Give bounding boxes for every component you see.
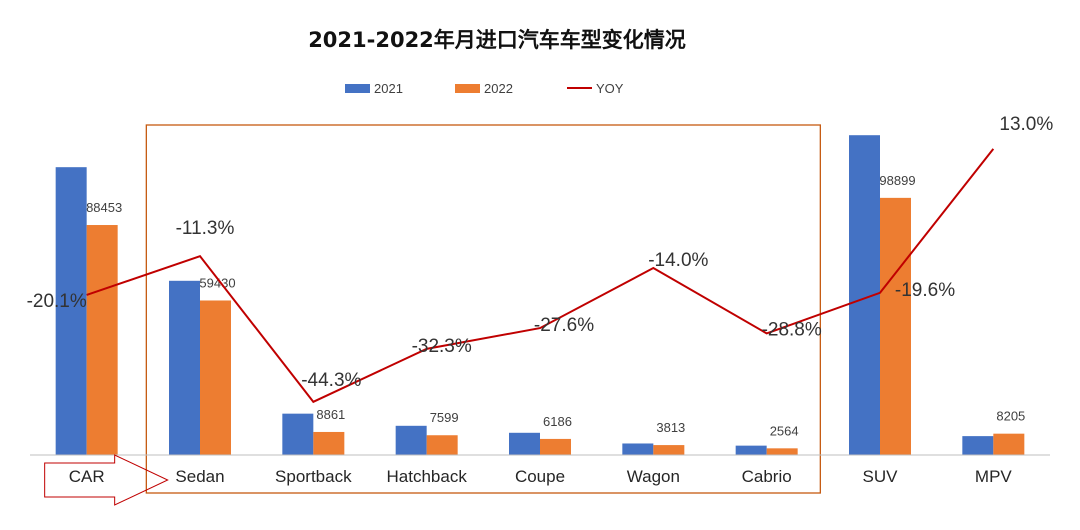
legend-label-2022: 2022 <box>484 81 513 96</box>
bar-2021-sedan <box>169 280 200 455</box>
bar-2021-mpv <box>962 436 994 455</box>
bar-2022-coupe <box>540 438 571 455</box>
bar-2021-wagon <box>622 443 654 455</box>
yoy-label-wagon: -14.0% <box>648 250 708 271</box>
yoy-label-hatchback: -32.3% <box>412 336 472 357</box>
yoy-line-layer: -20.1% -11.3% -44.3% -32.3% -27.6% -14.0% -28.… <box>27 114 1053 404</box>
category-label-coupe: Coupe <box>515 467 565 486</box>
bar-2021-hatchback <box>395 425 427 455</box>
category-label-cabrio: Cabrio <box>742 467 792 486</box>
bar-2022-car <box>86 225 118 455</box>
category-label-wagon: Wagon <box>627 467 680 486</box>
yoy-label-cabrio: -28.8% <box>762 319 822 340</box>
category-label-mpv: MPV <box>975 467 1013 486</box>
chart-title: 2021-2022年月进口汽车车型变化情况 <box>308 28 686 52</box>
bar-2021-sportback <box>282 413 314 455</box>
category-label-suv: SUV <box>863 467 899 486</box>
yoy-label-car: -20.1% <box>27 291 87 312</box>
callout-arrow <box>44 454 169 506</box>
legend-swatch-2021 <box>345 84 370 93</box>
category-labels: CAR Sedan Sportback Hatchback Coupe Wagon Cabr… <box>69 467 1013 486</box>
value-label-2022-coupe: 6186 <box>543 414 572 429</box>
category-label-hatchback: Hatchback <box>387 467 468 486</box>
value-labels: 88453 59430 8861 7599 6186 3813 2564 98899 8205 <box>86 173 1025 438</box>
value-label-2022-suv: 98899 <box>879 173 915 188</box>
bar-2021-car <box>55 167 87 455</box>
legend: 2021 2022 YOY <box>345 81 624 96</box>
legend-label-2021: 2021 <box>374 81 403 96</box>
bar-2022-hatchback <box>426 435 458 455</box>
yoy-label-coupe: -27.6% <box>534 315 594 336</box>
car-callout-arrow <box>44 454 169 506</box>
yoy-label-suv: -19.6% <box>895 280 955 301</box>
bar-2022-sportback <box>313 431 345 455</box>
value-label-2022-sedan: 59430 <box>199 275 235 290</box>
yoy-label-mpv: 13.0% <box>999 114 1053 135</box>
bars-layer <box>55 135 1025 455</box>
value-label-2022-car: 88453 <box>86 200 122 215</box>
value-label-2022-wagon: 3813 <box>656 420 685 435</box>
value-label-2022-mpv: 8205 <box>996 409 1025 424</box>
bar-2022-suv <box>880 197 911 455</box>
bar-2022-mpv <box>993 433 1025 455</box>
bar-2022-sedan <box>200 300 231 455</box>
legend-label-yoy: YOY <box>596 81 624 96</box>
legend-swatch-2022 <box>455 84 480 93</box>
bar-2021-cabrio <box>735 445 767 455</box>
yoy-label-sportback: -44.3% <box>301 370 361 391</box>
value-label-2022-cabrio: 2564 <box>770 423 799 438</box>
bar-2022-cabrio <box>766 448 798 455</box>
yoy-label-sedan: -11.3% <box>176 218 235 239</box>
category-label-car: CAR <box>69 467 105 486</box>
category-label-sportback: Sportback <box>275 467 352 486</box>
bar-2022-wagon <box>653 445 685 455</box>
category-label-sedan: Sedan <box>175 467 224 486</box>
value-label-2022-hatchback: 7599 <box>430 410 459 425</box>
value-label-2022-sportback: 8861 <box>316 407 345 422</box>
bar-2021-coupe <box>509 432 540 455</box>
highlight-box <box>145 124 821 494</box>
